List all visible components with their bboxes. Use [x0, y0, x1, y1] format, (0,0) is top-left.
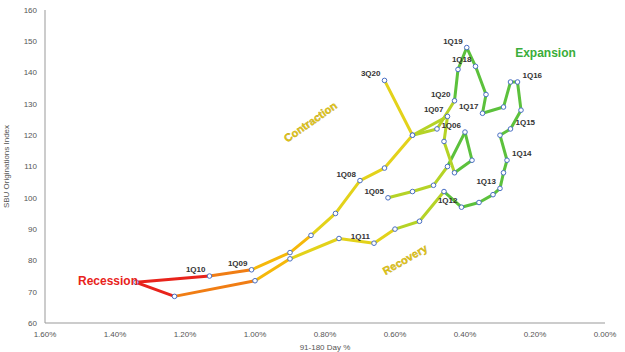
svg-text:110: 110 — [24, 162, 37, 171]
svg-text:0.80%: 0.80% — [314, 330, 337, 339]
svg-text:1Q14: 1Q14 — [512, 149, 532, 158]
svg-text:1Q20: 1Q20 — [431, 90, 451, 99]
svg-text:1Q13: 1Q13 — [476, 177, 496, 186]
svg-text:Recession: Recession — [78, 274, 138, 288]
svg-text:70: 70 — [28, 288, 37, 297]
svg-text:Expansion: Expansion — [515, 46, 576, 60]
svg-text:1Q08: 1Q08 — [336, 170, 356, 179]
svg-text:130: 130 — [24, 100, 38, 109]
svg-text:1Q18: 1Q18 — [452, 55, 472, 64]
svg-text:140: 140 — [24, 68, 38, 77]
svg-text:150: 150 — [24, 37, 38, 46]
svg-text:80: 80 — [28, 256, 37, 265]
svg-text:1Q19: 1Q19 — [443, 37, 463, 46]
svg-text:1Q09: 1Q09 — [228, 259, 248, 268]
svg-text:0.00%: 0.00% — [594, 330, 617, 339]
svg-text:1Q07: 1Q07 — [424, 105, 444, 114]
svg-text:90: 90 — [28, 225, 37, 234]
svg-text:60: 60 — [28, 319, 37, 328]
svg-text:160: 160 — [24, 6, 38, 15]
svg-text:1.40%: 1.40% — [104, 330, 127, 339]
svg-text:100: 100 — [24, 194, 38, 203]
svg-text:SBU Originations Index: SBU Originations Index — [8, 125, 11, 208]
svg-text:1Q05: 1Q05 — [364, 187, 384, 196]
svg-text:91-180 Day %: 91-180 Day % — [300, 343, 351, 352]
svg-text:0.20%: 0.20% — [524, 330, 547, 339]
svg-text:Recovery: Recovery — [380, 241, 430, 277]
svg-text:1.20%: 1.20% — [174, 330, 197, 339]
svg-text:0.40%: 0.40% — [454, 330, 477, 339]
svg-text:1Q11: 1Q11 — [351, 232, 371, 241]
svg-text:3Q20: 3Q20 — [361, 69, 381, 78]
svg-text:1.00%: 1.00% — [244, 330, 267, 339]
svg-text:1Q17: 1Q17 — [459, 102, 479, 111]
svg-text:1Q06: 1Q06 — [441, 121, 461, 130]
svg-text:1.60%: 1.60% — [34, 330, 57, 339]
svg-text:1Q16: 1Q16 — [523, 71, 543, 80]
svg-text:1Q15: 1Q15 — [516, 118, 536, 127]
svg-text:Contraction: Contraction — [282, 99, 340, 144]
svg-text:1Q10: 1Q10 — [186, 265, 206, 274]
svg-text:120: 120 — [24, 131, 38, 140]
svg-text:0.60%: 0.60% — [384, 330, 407, 339]
svg-text:1Q12: 1Q12 — [438, 196, 458, 205]
